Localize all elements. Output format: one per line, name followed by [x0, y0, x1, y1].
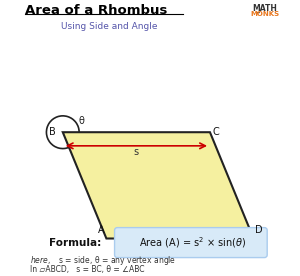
Text: M̲̲̲̲ATH: M̲̲̲̲ATH — [252, 4, 277, 13]
Text: B: B — [49, 127, 55, 137]
FancyBboxPatch shape — [115, 228, 267, 258]
Polygon shape — [63, 132, 254, 238]
Text: MONKS: MONKS — [250, 11, 279, 17]
Text: s: s — [134, 147, 139, 157]
Text: θ: θ — [79, 116, 85, 126]
Text: Using Side and Angle: Using Side and Angle — [61, 22, 158, 31]
Text: D: D — [255, 225, 263, 235]
Text: A: A — [98, 225, 104, 235]
Text: Area (A) = s$^2$ $\times$ sin($\theta$): Area (A) = s$^2$ $\times$ sin($\theta$) — [139, 235, 246, 250]
Text: Area of a Rhombus: Area of a Rhombus — [25, 4, 167, 17]
Text: C: C — [212, 127, 219, 137]
Text: In ▱ABCD,   s = BC, θ = ∠ABC: In ▱ABCD, s = BC, θ = ∠ABC — [30, 264, 145, 274]
Text: $\it{here,}$   s = side, θ = any vertex angle: $\it{here,}$ s = side, θ = any vertex an… — [30, 254, 176, 267]
Text: Formula:: Formula: — [49, 238, 101, 248]
